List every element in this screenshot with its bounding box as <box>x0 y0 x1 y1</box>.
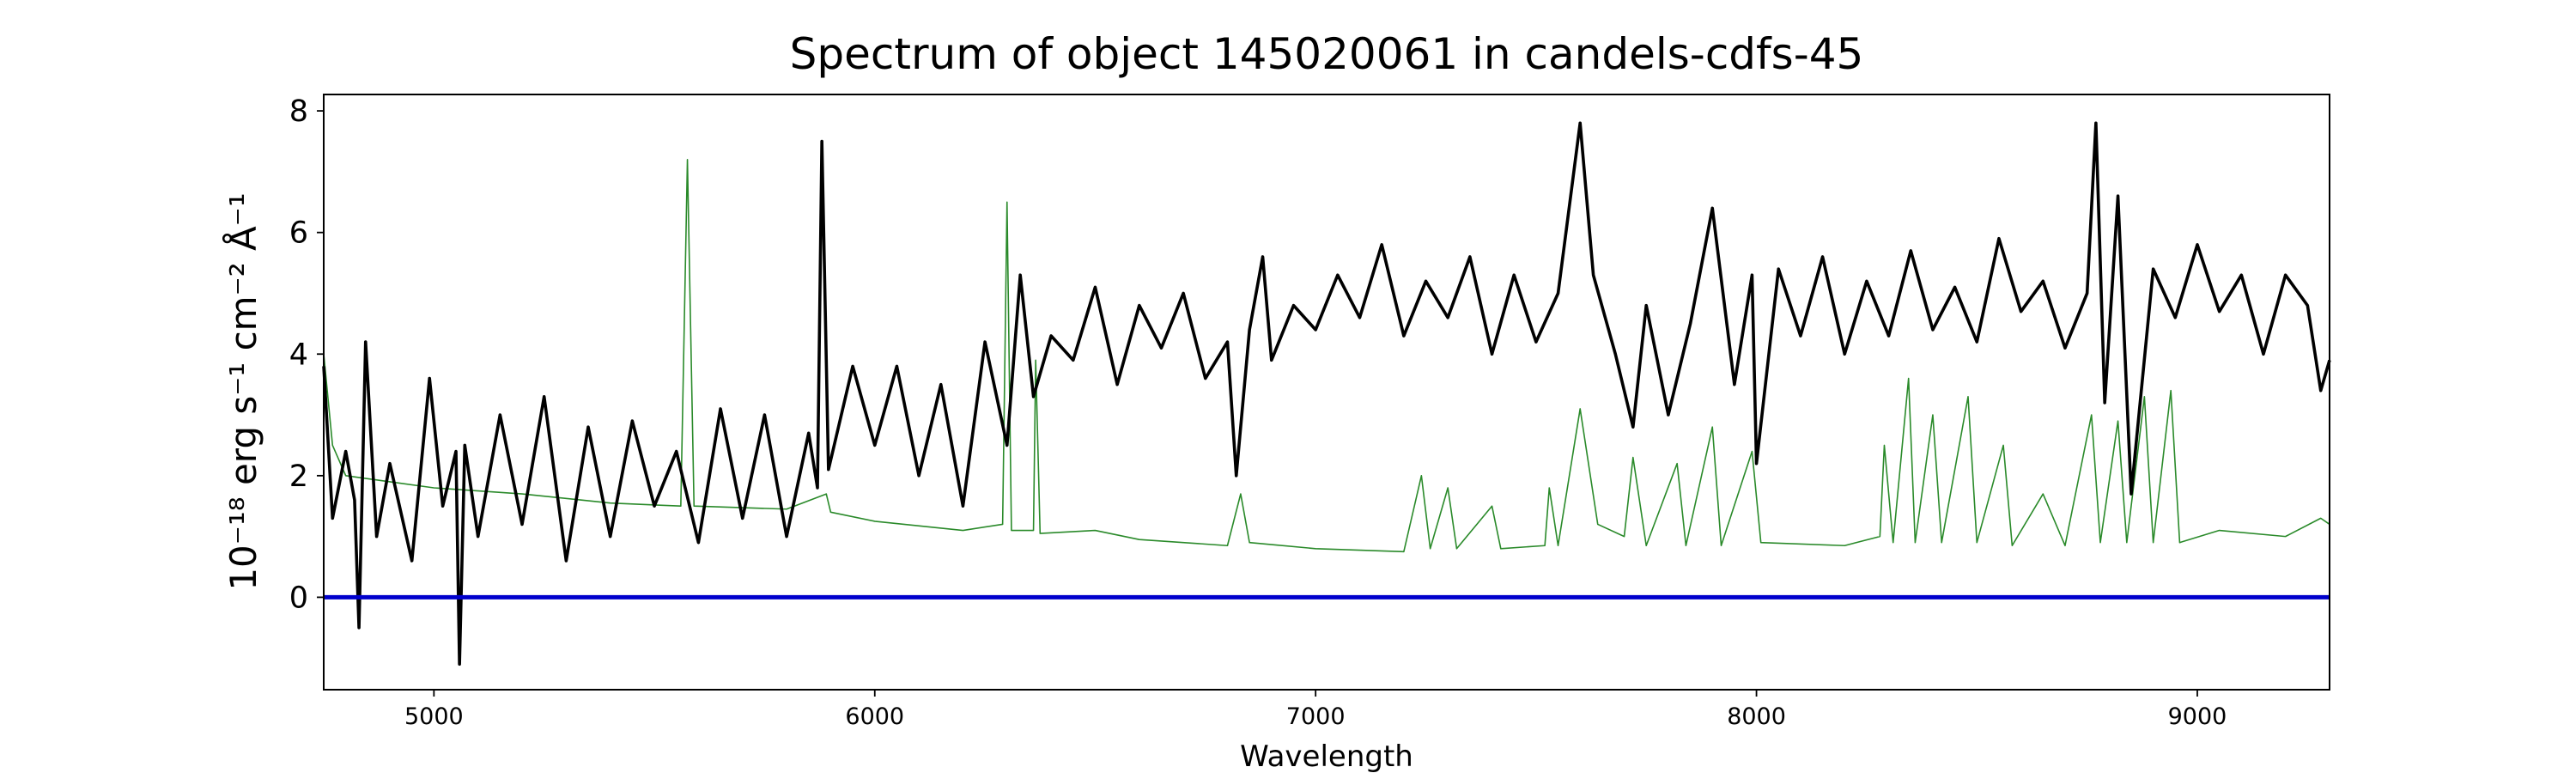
y-tick-label: 2 <box>289 460 308 494</box>
spectrum-line <box>322 121 2331 666</box>
y-tick-label: 8 <box>289 94 308 129</box>
y-tick-label: 0 <box>289 581 308 615</box>
chart-title: Spectrum of object 145020061 in candels-… <box>790 29 1864 79</box>
x-tick-label: 5000 <box>404 703 464 730</box>
y-tick-label: 6 <box>289 216 308 251</box>
y-tick-label: 4 <box>289 338 308 372</box>
x-tick-label: 9000 <box>2168 703 2227 730</box>
y-axis-label: 10⁻¹⁸ erg s⁻¹ cm⁻² Å⁻¹ <box>222 192 264 590</box>
x-tick-label: 7000 <box>1286 703 1346 730</box>
spectrum-line <box>323 158 2330 553</box>
x-tick-label: 6000 <box>845 703 904 730</box>
plot-frame <box>323 94 2330 691</box>
x-tick-label: 8000 <box>1727 703 1786 730</box>
x-axis-label: Wavelength <box>1240 740 1413 773</box>
